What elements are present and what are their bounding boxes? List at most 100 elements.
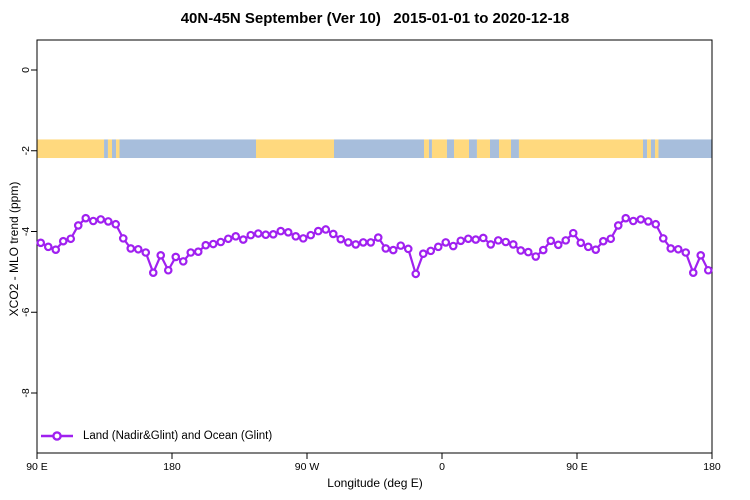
data-point bbox=[613, 221, 623, 230]
land-ocean-band-segment-ocean bbox=[511, 139, 519, 159]
data-point bbox=[651, 219, 661, 229]
plot-border bbox=[36, 39, 713, 454]
x-axis-tick-label: 180 bbox=[163, 461, 181, 473]
chart-title: 40N-45N September (Ver 10) 2015-01-01 to… bbox=[180, 10, 570, 27]
data-point bbox=[508, 240, 518, 249]
land-ocean-band-segment-ocean bbox=[469, 139, 477, 159]
data-point bbox=[73, 221, 83, 230]
land-ocean-band-segment-land bbox=[454, 139, 469, 159]
data-point bbox=[291, 232, 301, 241]
data-point bbox=[478, 233, 488, 243]
land-ocean-band-segment-land bbox=[107, 139, 112, 159]
data-point bbox=[88, 216, 98, 226]
data-point bbox=[426, 246, 436, 256]
x-axis-tick-label: 90 W bbox=[295, 461, 320, 473]
land-ocean-band-segment-land bbox=[256, 139, 334, 159]
y-axis-tick-label: -2 bbox=[20, 146, 32, 155]
y-axis-tick-label: 0 bbox=[20, 67, 32, 73]
land-ocean-band-segment-land bbox=[476, 139, 490, 159]
data-point bbox=[516, 246, 526, 255]
data-point bbox=[156, 251, 166, 260]
data-point bbox=[486, 240, 496, 249]
data-point bbox=[463, 234, 473, 244]
x-axis-tick-label: 0 bbox=[439, 461, 445, 473]
data-point bbox=[493, 236, 503, 245]
data-point bbox=[178, 257, 188, 266]
data-point bbox=[561, 236, 571, 245]
data-point bbox=[111, 219, 121, 229]
land-ocean-band-segment-land bbox=[647, 139, 651, 159]
data-point bbox=[448, 241, 458, 251]
data-point bbox=[568, 228, 578, 238]
data-point bbox=[246, 230, 256, 240]
x-axis-tick-label: 90 E bbox=[566, 461, 588, 473]
y-axis-tick-label: -4 bbox=[20, 227, 32, 236]
data-point bbox=[598, 236, 608, 246]
land-ocean-band-segment-ocean bbox=[490, 139, 499, 159]
data-point bbox=[696, 251, 706, 260]
data-point bbox=[606, 234, 616, 244]
data-point bbox=[298, 234, 308, 243]
x-axis-tick-label: 90 E bbox=[26, 461, 48, 473]
data-point bbox=[673, 244, 683, 254]
land-ocean-band-segment-ocean bbox=[650, 139, 655, 159]
land-ocean-band-segment-ocean bbox=[658, 139, 712, 159]
x-axis-tick-label: 180 bbox=[703, 461, 721, 473]
data-point bbox=[81, 213, 91, 223]
land-ocean-band-segment-land bbox=[116, 139, 120, 159]
data-point bbox=[328, 229, 338, 239]
data-point bbox=[186, 248, 196, 257]
data-point bbox=[231, 232, 241, 241]
land-ocean-band-segment-land bbox=[499, 139, 511, 159]
data-point bbox=[531, 252, 541, 261]
legend-label: Land (Nadir&Glint) and Ocean (Glint) bbox=[83, 430, 273, 442]
x-axis-title: Longitude (deg E) bbox=[327, 476, 423, 490]
data-point bbox=[351, 240, 361, 249]
land-ocean-band-segment-land bbox=[518, 139, 643, 159]
data-point bbox=[411, 269, 421, 279]
land-ocean-band-segment-ocean bbox=[334, 139, 424, 159]
data-point bbox=[456, 236, 466, 246]
data-point bbox=[283, 228, 293, 237]
data-point bbox=[201, 240, 211, 250]
data-point bbox=[321, 225, 331, 234]
data-point bbox=[216, 237, 226, 247]
data-point bbox=[133, 244, 143, 254]
data-point bbox=[658, 234, 668, 243]
y-axis-tick-label: -8 bbox=[20, 388, 32, 397]
data-point bbox=[501, 237, 511, 247]
data-point bbox=[358, 238, 368, 247]
y-axis-tick-label: -6 bbox=[20, 307, 32, 316]
data-point bbox=[396, 241, 406, 250]
data-point bbox=[148, 268, 158, 277]
data-point bbox=[471, 235, 481, 244]
y-axis-title: XCO2 - MLO trend (ppm) bbox=[7, 181, 21, 317]
data-point bbox=[703, 265, 713, 275]
data-point bbox=[193, 247, 203, 256]
data-point bbox=[388, 245, 398, 255]
data-point bbox=[628, 216, 638, 226]
data-point bbox=[538, 245, 548, 255]
data-point bbox=[96, 215, 106, 224]
data-point bbox=[118, 234, 128, 243]
data-point bbox=[171, 252, 181, 262]
data-point bbox=[636, 215, 646, 224]
data-point bbox=[666, 244, 676, 253]
land-ocean-band-segment-ocean bbox=[112, 139, 117, 159]
data-point bbox=[441, 238, 451, 247]
land-ocean-band-segment-ocean bbox=[446, 139, 454, 159]
legend: Land (Nadir&Glint) and Ocean (Glint) bbox=[40, 428, 272, 444]
data-point bbox=[103, 217, 113, 226]
data-point bbox=[261, 230, 271, 240]
data-point bbox=[43, 242, 53, 252]
data-point bbox=[141, 248, 151, 257]
data-point bbox=[373, 233, 383, 242]
data-point bbox=[681, 248, 691, 257]
data-point bbox=[58, 236, 68, 246]
legend-line-marker-icon bbox=[41, 431, 73, 441]
data-point bbox=[223, 234, 233, 244]
data-point bbox=[621, 213, 631, 223]
data-point bbox=[163, 265, 173, 275]
data-point bbox=[276, 226, 286, 236]
